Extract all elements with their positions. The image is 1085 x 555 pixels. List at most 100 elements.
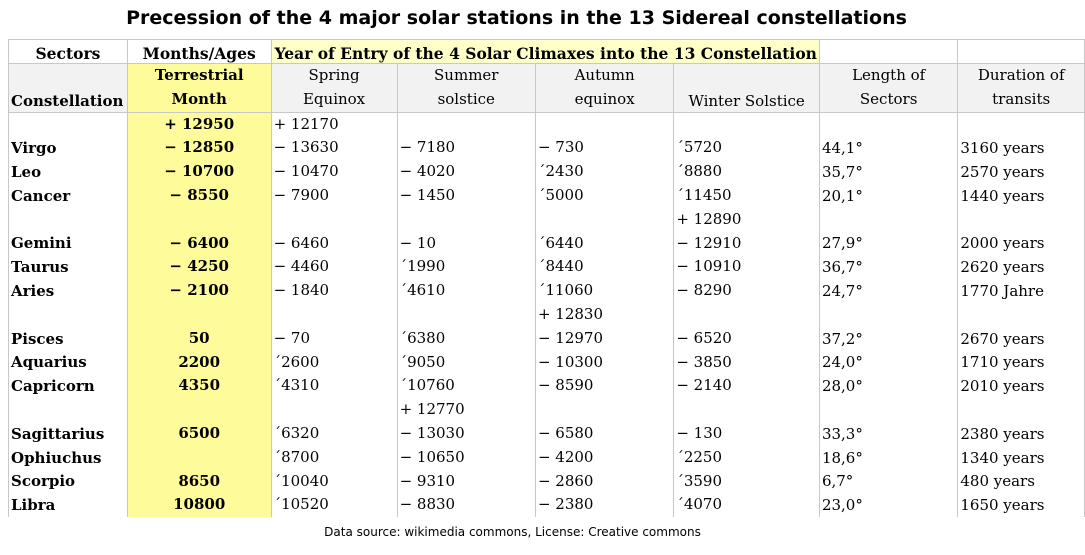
data-source-footer: Data source: wikimedia commons, License:…	[324, 525, 701, 539]
winter-cell: ´8880	[673, 160, 820, 184]
constellation-name: Libra	[8, 493, 128, 518]
autumn-cell: − 2380	[534, 493, 675, 518]
sectors-header: Sectors	[8, 39, 128, 64]
table-row: Leo − 10700− 10470− 4020 ´2430 ´8880 35,7° 25…	[8, 160, 1085, 184]
sector-length-cell: 28,0°	[818, 374, 959, 399]
header-row-top: Sectors Months/Ages Year of Entry of the…	[8, 39, 1085, 64]
transit-duration-cell: 1710 years	[957, 350, 1085, 375]
constellation-name: Taurus	[8, 255, 128, 280]
winter-cell: − 10910	[673, 255, 820, 280]
summer-cell: + 12770− 13030	[396, 398, 536, 446]
autumn-cell: − 10300	[534, 350, 675, 375]
table-row: Taurus − 4250− 4460 ´1990 ´8440− 10910 36,7°…	[8, 255, 1085, 280]
sector-length-cell: 18,6°	[818, 445, 959, 470]
winter-cell: − 6520	[673, 302, 820, 351]
transit-duration-cell: 1770 Jahre	[957, 279, 1085, 303]
winter-cell: − 3850	[673, 350, 820, 375]
constellation-name: Aries	[8, 279, 128, 303]
winter-cell: ´2250	[673, 445, 820, 470]
constellation-name: Ophiuchus	[8, 445, 128, 470]
transit-duration-cell: 2380 years	[957, 398, 1085, 446]
month-cell: − 8550	[126, 183, 272, 208]
transit-duration-cell: 1650 years	[957, 493, 1085, 518]
constellation-name: Sagittarius	[8, 398, 128, 446]
spring-cell: ´2600	[270, 350, 398, 375]
table-row: Aquarius 2200 ´2600 ´9050− 10300− 3850 24,0°…	[8, 350, 1085, 375]
autumn-cell: ´2430	[534, 160, 675, 184]
months-ages-header: Months/Ages	[126, 39, 272, 64]
constellation-header: Constellation	[8, 63, 128, 113]
table-body: Virgo + 12950− 12850 + 12170− 13630− 7180−…	[8, 112, 1085, 518]
sector-length-cell: 27,9°	[818, 207, 959, 256]
summer-cell: − 9310	[396, 469, 536, 494]
length-of-sectors-header: Length of Sectors	[818, 63, 959, 113]
summer-cell: − 10650	[396, 445, 536, 470]
month-cell: 10800	[126, 493, 272, 518]
autumn-cell: − 2860	[534, 469, 675, 494]
sector-length-cell: 35,7°	[818, 160, 959, 184]
winter-cell: ´5720	[673, 112, 820, 161]
month-cell: − 6400	[126, 207, 272, 256]
table-row: Capricorn 4350 ´4310 ´10760− 8590− 2140 28,0…	[8, 374, 1085, 399]
winter-cell: − 8290	[673, 279, 820, 303]
month-cell: 50	[126, 302, 272, 351]
constellation-name: Virgo	[8, 112, 128, 161]
spring-cell: − 10470	[270, 160, 398, 184]
spring-cell: − 6460	[270, 207, 398, 256]
winter-cell: + 12890− 12910	[673, 207, 820, 256]
month-cell: + 12950− 12850	[126, 112, 272, 161]
spring-cell: ´4310	[270, 374, 398, 399]
winter-cell: − 2140	[673, 374, 820, 399]
sector-length-cell: 33,3°	[818, 398, 959, 446]
transit-duration-cell: 3160 years	[957, 112, 1085, 161]
transit-duration-cell: 1340 years	[957, 445, 1085, 470]
constellation-name: Gemini	[8, 207, 128, 256]
table-row: Pisces 50− 70 ´6380 + 12830− 12970− 6520 37,…	[8, 302, 1085, 351]
month-cell: − 10700	[126, 160, 272, 184]
table-row: Libra 10800 ´10520− 8830− 2380 ´4070 23,0° 16…	[8, 493, 1085, 518]
constellation-name: Capricorn	[8, 374, 128, 399]
autumn-cell: − 4200	[534, 445, 675, 470]
spring-equinox-header: Spring Equinox	[270, 63, 398, 113]
header-row-columns: Constellation Terrestrial Month Spring E…	[8, 63, 1085, 113]
autumn-cell: ´11060	[534, 279, 675, 303]
spring-cell: − 70	[270, 302, 398, 351]
page-title: Precession of the 4 major solar stations…	[126, 7, 907, 29]
summer-cell: − 8830	[396, 493, 536, 518]
month-cell: 8650	[126, 469, 272, 494]
sector-length-cell: 24,7°	[818, 279, 959, 303]
table-row: Virgo + 12950− 12850 + 12170− 13630− 7180−…	[8, 112, 1085, 161]
summer-cell: ´10760	[396, 374, 536, 399]
table-row: Sagittarius 6500 ´6320 + 12770− 13030− 6580…	[8, 398, 1085, 446]
table-row: Scorpio 8650 ´10040− 9310− 2860 ´3590 6,7° 48…	[8, 469, 1085, 494]
winter-cell: − 130	[673, 398, 820, 446]
month-cell: 2200	[126, 350, 272, 375]
spring-cell: ´6320	[270, 398, 398, 446]
month-cell: 6500	[126, 398, 272, 446]
summer-cell: − 7180	[396, 112, 536, 161]
spring-cell: − 7900	[270, 183, 398, 208]
spring-cell: − 1840	[270, 279, 398, 303]
autumn-cell: + 12830− 12970	[534, 302, 675, 351]
month-cell: − 2100	[126, 279, 272, 303]
transit-duration-cell: 2010 years	[957, 374, 1085, 399]
autumn-cell: ´5000	[534, 183, 675, 208]
duration-of-transits-header: Duration of transits	[957, 63, 1085, 113]
constellation-name: Leo	[8, 160, 128, 184]
summer-cell: ´9050	[396, 350, 536, 375]
month-cell: 4350	[126, 374, 272, 399]
summer-cell: ´4610	[396, 279, 536, 303]
autumn-cell: ´6440	[534, 207, 675, 256]
sector-length-cell: 36,7°	[818, 255, 959, 280]
winter-cell: ´4070	[673, 493, 820, 518]
winter-cell: ´11450	[673, 183, 820, 208]
table-row: Ophiuchus ´8700− 10650− 4200 ´2250 18,6° 134…	[8, 445, 1085, 470]
summer-cell: − 1450	[396, 183, 536, 208]
autumn-cell: ´8440	[534, 255, 675, 280]
sector-length-cell: 23,0°	[818, 493, 959, 518]
sector-length-cell: 24,0°	[818, 350, 959, 375]
summer-cell: ´1990	[396, 255, 536, 280]
year-of-entry-header: Year of Entry of the 4 Solar Climaxes in…	[270, 39, 820, 64]
autumn-cell: − 730	[534, 112, 675, 161]
spring-cell: ´10040	[270, 469, 398, 494]
